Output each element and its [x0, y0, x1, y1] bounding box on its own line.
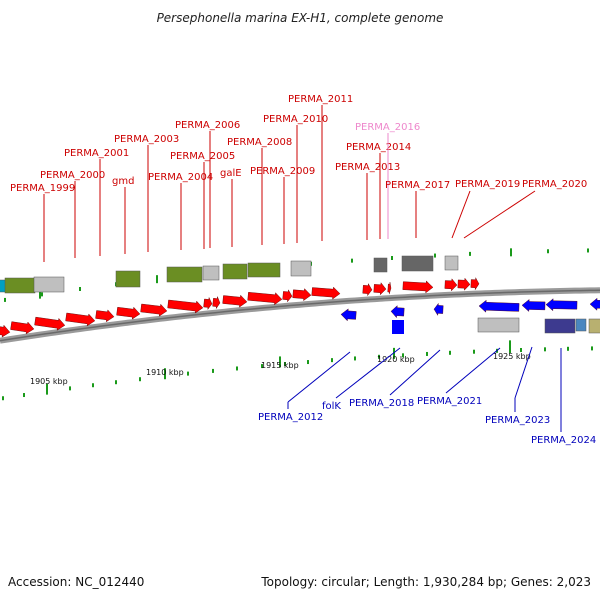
scale-label: 1910 kbp: [146, 368, 184, 377]
forward-gene-arrow: [470, 276, 480, 291]
gene-label: PERMA_2017: [385, 180, 450, 191]
label-leader: [451, 190, 471, 239]
gene-label: PERMA_2005: [170, 151, 235, 162]
cds-box: [115, 270, 141, 288]
gene-label: PERMA_2024: [531, 435, 596, 446]
gene-label: PERMA_2000: [40, 170, 105, 181]
gene-label: PERMA_2009: [250, 166, 315, 177]
cds-box: [373, 257, 388, 273]
gene-label: PERMA_2003: [114, 134, 179, 145]
gene-label: PERMA_2019: [455, 179, 520, 190]
reverse-gene-arrow: [589, 297, 600, 311]
forward-gene-arrow: [212, 296, 221, 309]
gene-label: PERMA_2012: [258, 412, 323, 423]
gene-label: PERMA_2004: [148, 172, 213, 183]
forward-gene-arrow: [373, 282, 387, 296]
forward-gene-arrow: [402, 280, 434, 294]
cds-box: [166, 266, 203, 283]
genome-backbone: [0, 287, 600, 344]
reverse-gene-arrow: [478, 299, 520, 313]
cds-box: [444, 255, 459, 271]
forward-gene-arrow: [362, 282, 373, 297]
forward-gene-arrow: [444, 278, 458, 292]
gene-label: PERMA_2010: [263, 114, 328, 125]
forward-gene-arrow: [282, 289, 293, 303]
cds-box: [4, 277, 36, 294]
gene-label: PERMA_2020: [522, 179, 587, 190]
gene-label: PERMA_2008: [227, 137, 292, 148]
cds-box: [202, 265, 220, 281]
cds-box: [477, 317, 520, 333]
gene-label: PERMA_2006: [175, 120, 240, 131]
label-leader: [463, 190, 536, 239]
forward-gene-arrow: [311, 286, 341, 300]
gene-label: PERMA_2011: [288, 94, 353, 105]
forward-gene-arrow: [10, 321, 35, 335]
gene-label: folK: [322, 401, 341, 412]
label-leader: [445, 347, 501, 394]
forward-gene-arrow: [222, 294, 248, 308]
scale-label: 1920 kbp: [377, 355, 415, 364]
forward-gene-arrow: [457, 277, 471, 291]
cds-box: [290, 260, 312, 277]
forward-gene-arrow: [292, 288, 312, 302]
topology-text: Topology: circular; Length: 1,930,284 bp…: [260, 575, 591, 589]
cds-box: [575, 318, 587, 332]
forward-gene-arrow: [65, 312, 96, 327]
scale-label: 1905 kbp: [30, 377, 68, 386]
backbone-core: [0, 289, 600, 342]
cds-box: [544, 318, 576, 334]
cds-box: [33, 276, 65, 293]
gene-label: PERMA_2021: [417, 396, 482, 407]
label-leader: [389, 349, 441, 396]
scale-labels: 1905 kbp 1910 kbp 1915 kbp 1920 kbp 1925 kbp: [30, 352, 531, 386]
accession-text: Accession: NC_012440: [8, 575, 144, 589]
label-leader: [287, 351, 351, 403]
forward-gene-arrow: [0, 324, 11, 338]
gene-label: PERMA_2018: [349, 398, 414, 409]
gene-label: PERMA_2014: [346, 142, 411, 153]
gene-label: PERMA_2023: [485, 415, 550, 426]
forward-gene-arrow: [95, 309, 115, 323]
forward-gene-arrow: [140, 303, 168, 317]
forward-gene-arrow: [387, 282, 392, 295]
cds-box: [588, 318, 600, 334]
cds-box: [247, 262, 281, 278]
map-title: Persephonella marina EX-H1, complete gen…: [157, 11, 444, 25]
label-leader: [514, 346, 533, 399]
label-leader: [335, 347, 401, 399]
reverse-gene-block: [392, 320, 404, 334]
gene-label: PERMA_2016: [355, 122, 420, 133]
forward-gene-arrow: [167, 299, 204, 314]
forward-gene-arrow: [34, 316, 66, 331]
gene-label: PERMA_1999: [10, 183, 75, 194]
reverse-gene-arrow: [545, 298, 578, 312]
forward-gene-arrow: [247, 292, 283, 306]
reverse-gene-arrow: [340, 308, 357, 322]
gene-label: PERMA_2001: [64, 148, 129, 159]
forward-gene-arrow: [203, 296, 213, 311]
cds-box: [401, 255, 434, 272]
cds-box: [222, 263, 248, 280]
forward-strand-genes: [0, 276, 480, 338]
scale-label: 1925 kbp: [493, 352, 531, 361]
reverse-gene-arrow: [521, 299, 546, 312]
forward-gene-arrow: [116, 306, 141, 320]
gene-label: gmd: [112, 176, 134, 187]
reverse-strand-genes: [340, 297, 600, 334]
cds-tracks: [0, 255, 600, 334]
reverse-gene-arrow: [433, 302, 444, 317]
scale-label: 1915 kbp: [261, 361, 299, 370]
reverse-gene-arrow: [390, 305, 405, 319]
gene-label: galE: [220, 168, 242, 179]
gene-label: PERMA_2013: [335, 162, 400, 173]
